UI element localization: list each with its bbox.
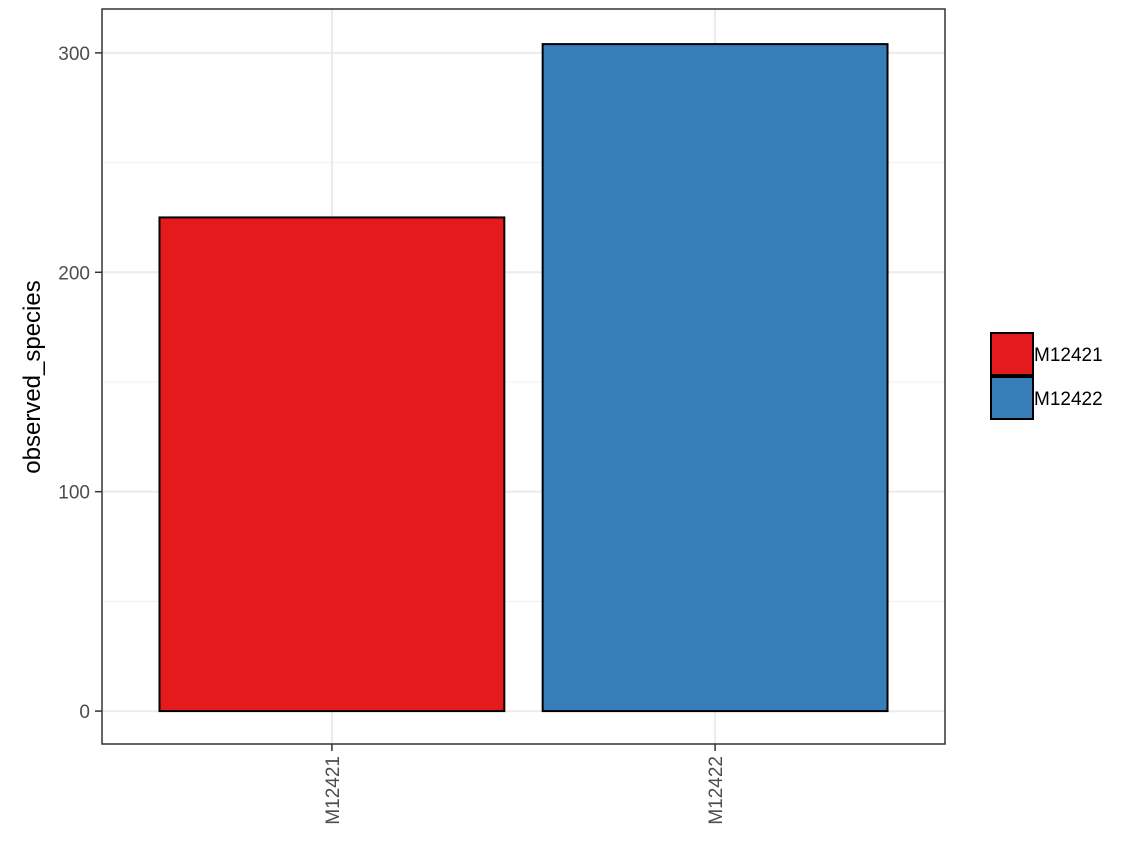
panel-border: [101, 8, 946, 745]
y-tick-label-2: 200: [58, 263, 90, 284]
y-axis-ticks: 0 100 200 300: [58, 44, 102, 723]
legend-swatch-M12421: [990, 332, 1034, 376]
x-tick-label-1: M12422: [706, 756, 727, 825]
y-tick-label-3: 300: [58, 44, 90, 65]
legend-label-M12421: M12421: [1034, 345, 1103, 366]
bars: [158, 43, 889, 713]
x-tick-label-0: M12421: [323, 756, 344, 825]
bar-M12422: [541, 43, 889, 713]
bar-M12421: [158, 216, 506, 713]
y-axis-title: observed_species: [19, 280, 46, 473]
x-axis-ticks: M12421 M12422: [323, 744, 727, 825]
y-tick-label-1: 100: [58, 483, 90, 504]
legend: M12421 M12422: [990, 332, 1103, 420]
legend-swatch-M12422: [990, 376, 1034, 420]
y-tick-label-0: 0: [79, 702, 90, 723]
legend-label-M12422: M12422: [1034, 389, 1103, 410]
